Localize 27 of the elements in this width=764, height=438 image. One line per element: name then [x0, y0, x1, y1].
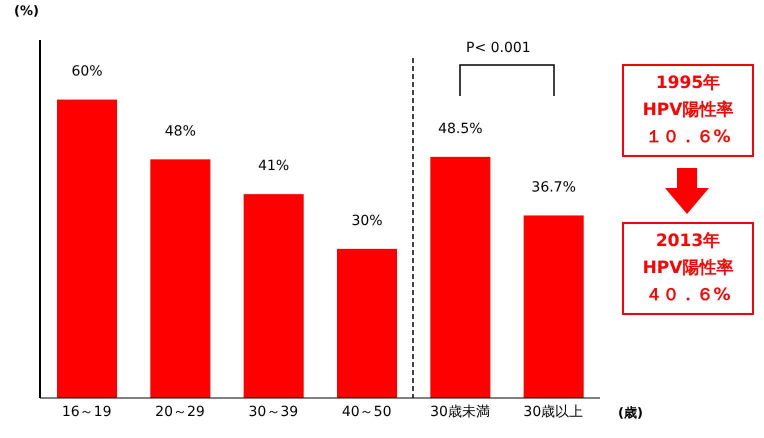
text: HPV陽性率: [642, 257, 734, 280]
x-tick-label: 20～29: [155, 404, 205, 420]
bar: [524, 216, 584, 398]
data-label: 48.5%: [438, 120, 483, 137]
text: 2013年: [654, 230, 722, 253]
x-tick-label: 30歳未満: [430, 404, 490, 420]
data-label: 41%: [258, 158, 290, 174]
data-label: 30%: [351, 212, 383, 229]
text: ４０．６%: [644, 284, 732, 307]
bar: [244, 194, 304, 398]
x-tick-label: 16～19: [62, 404, 112, 420]
x-tick-label: 30歳以上: [523, 404, 584, 420]
text: 1995年: [654, 72, 722, 95]
bar: [430, 156, 490, 398]
y-axis-title: (%): [14, 4, 39, 19]
text: １０．６%: [644, 126, 732, 149]
bar: [337, 248, 397, 398]
data-label: 36.7%: [531, 180, 576, 196]
x-tick-label: 30～39: [248, 404, 298, 420]
bar: [150, 159, 210, 398]
bar: [57, 100, 117, 398]
x-tick-label: 40～50: [342, 404, 392, 420]
data-label: 48%: [164, 123, 196, 140]
data-label: 60%: [71, 64, 103, 80]
x-axis-title: (歳): [618, 405, 643, 422]
text: HPV陽性率: [642, 99, 734, 122]
annotation: P< 0.001: [466, 40, 531, 56]
